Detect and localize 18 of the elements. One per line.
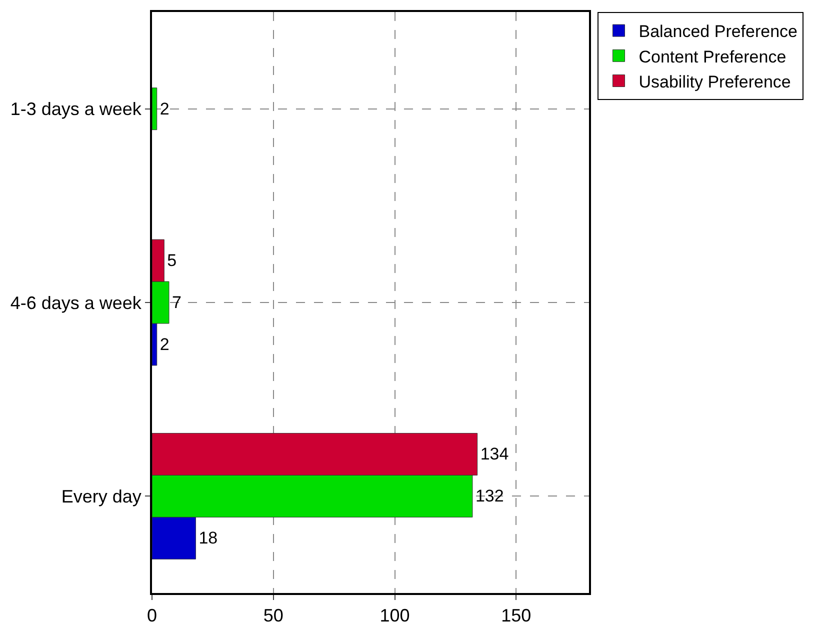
bar <box>152 88 158 130</box>
x-tick-label: 0 <box>146 606 158 626</box>
x-tick-label: 100 <box>380 606 410 626</box>
y-tick-label: Every day <box>61 486 142 506</box>
data-label: 7 <box>172 293 182 312</box>
data-label: 134 <box>480 444 509 464</box>
x-tick-label: 50 <box>263 606 284 626</box>
x-tick-label: 150 <box>501 606 532 626</box>
data-label: 2 <box>160 99 170 118</box>
legend-label: Content Preference <box>638 47 786 66</box>
y-tick-label: 4-6 days a week <box>10 292 142 313</box>
data-label: 132 <box>475 486 504 506</box>
legend-label: Balanced Preference <box>638 22 798 42</box>
y-tick-label: 1-3 days a week <box>10 99 142 120</box>
legend-label: Usability Preference <box>638 72 791 92</box>
data-label: 2 <box>160 334 170 354</box>
data-label: 5 <box>167 251 177 270</box>
data-label: 18 <box>198 528 218 548</box>
